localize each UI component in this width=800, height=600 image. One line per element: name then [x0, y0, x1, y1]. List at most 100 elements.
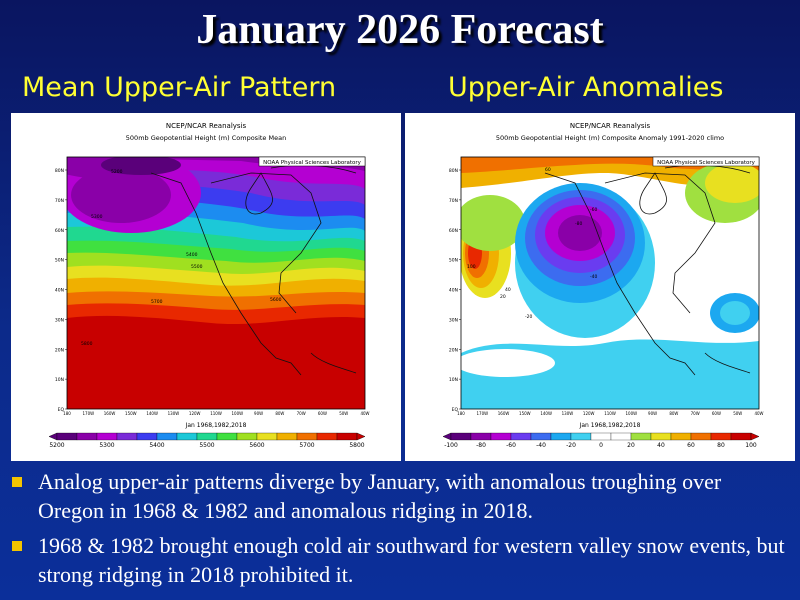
longitude-label: 160W: [498, 411, 510, 416]
map-source: NCEP/NCAR Reanalysis: [570, 122, 651, 130]
colorbar-swatch: [316, 432, 338, 441]
latitude-label: 60N: [55, 228, 64, 234]
colorbar-swatch: [550, 432, 572, 441]
longitude-label: 160W: [104, 411, 116, 416]
colorbar-swatch: [470, 432, 492, 441]
latitude-label: 50N: [55, 258, 64, 264]
colorbar-swatch: [176, 432, 198, 441]
colorbar-swatch: [650, 432, 672, 441]
longitude-label: 50W: [733, 411, 742, 416]
colorbar-label: 5200: [49, 442, 64, 449]
colorbar-swatch: [216, 432, 238, 441]
latitude-label: 80N: [55, 168, 64, 174]
colorbar-label: 5500: [199, 442, 214, 449]
bullet-text: Analog upper-air patterns diverge by Jan…: [38, 469, 722, 523]
longitude-label: 60W: [712, 411, 721, 416]
latitude-label: 50N: [449, 258, 458, 264]
longitude-label: 130W: [562, 411, 574, 416]
colorbar-swatch: [450, 432, 472, 441]
anomaly-height-field: [461, 157, 759, 409]
longitude-labels: 180 170W 160W 150W 140W 130W 120W 110W 100W 90W 80…: [63, 411, 369, 416]
bullet-list: Analog upper-air patterns diverge by Jan…: [12, 467, 792, 595]
longitude-label: 70W: [297, 411, 306, 416]
contour-label: 5400: [186, 252, 198, 258]
colorbar-swatch: [710, 432, 732, 441]
longitude-label: 120W: [189, 411, 201, 416]
map-description: 500mb Geopotential Height (m) Composite …: [126, 134, 286, 142]
mean-pattern-map: NCEP/NCAR Reanalysis 500mb Geopotential …: [11, 113, 401, 461]
colorbar-swatch: [236, 432, 258, 441]
mean-height-field: [67, 157, 365, 409]
latitude-label: 70N: [449, 198, 458, 204]
colorbar-label: 5400: [149, 442, 164, 449]
colorbar-label: -100: [444, 442, 458, 449]
longitude-label: 170W: [82, 411, 94, 416]
latitude-label: EQ: [58, 407, 65, 413]
mean-colorbar: [48, 432, 366, 441]
latitude-labels: 80N 70N 60N 50N 40N 30N 20N 10N EQ: [55, 168, 67, 413]
colorbar-right-arrow: [356, 432, 366, 441]
latitude-label: 40N: [449, 288, 458, 294]
contour-label: 20: [500, 294, 506, 300]
colorbar-swatch: [56, 432, 78, 441]
latitude-label: 80N: [449, 168, 458, 174]
contour-label: -20: [525, 314, 532, 320]
latitude-label: 20N: [449, 347, 458, 353]
bullet-item: 1968 & 1982 brought enough cold air sout…: [12, 531, 792, 589]
colorbar-swatch: [610, 432, 632, 441]
longitude-label: 50W: [339, 411, 348, 416]
lab-label: NOAA Physical Sciences Laboratory: [657, 160, 756, 166]
latitude-label: 10N: [55, 377, 64, 383]
longitude-label: 140W: [146, 411, 158, 416]
colorbar-swatch: [196, 432, 218, 441]
colorbar-label: 5700: [299, 442, 314, 449]
latitude-labels: 80N 70N 60N 50N 40N 30N 20N 10N EQ: [449, 168, 461, 413]
longitude-label: 180: [63, 411, 71, 416]
lab-label: NOAA Physical Sciences Laboratory: [263, 160, 362, 166]
colorbar-label: -80: [476, 442, 486, 449]
colorbar-swatch: [570, 432, 592, 441]
colorbar-label: -40: [536, 442, 546, 449]
anomaly-map: NCEP/NCAR Reanalysis 500mb Geopotential …: [405, 113, 795, 461]
contour-label: 5500: [191, 264, 203, 270]
colorbar-label: 5300: [99, 442, 114, 449]
longitude-label: 110W: [210, 411, 222, 416]
colorbar-label: 80: [717, 442, 725, 449]
colorbar-label: -60: [506, 442, 516, 449]
longitude-label: 100W: [231, 411, 243, 416]
right-heading: Upper-Air Anomalies: [448, 72, 724, 103]
latitude-label: 30N: [449, 317, 458, 323]
latitude-label: 20N: [55, 347, 64, 353]
colorbar-swatch: [256, 432, 278, 441]
anomaly-chart: NCEP/NCAR Reanalysis 500mb Geopotential …: [442, 122, 764, 449]
latitude-label: EQ: [452, 407, 459, 413]
colorbar-swatch: [156, 432, 178, 441]
longitude-label: 70W: [691, 411, 700, 416]
colorbar-swatch: [530, 432, 552, 441]
longitude-label: 60W: [318, 411, 327, 416]
longitude-label: 80W: [275, 411, 284, 416]
colorbar-swatch: [690, 432, 712, 441]
colorbar-label: 0: [599, 442, 603, 449]
colorbar-label: 40: [657, 442, 665, 449]
longitude-label: 90W: [254, 411, 263, 416]
map-source: NCEP/NCAR Reanalysis: [166, 122, 247, 130]
longitude-label: 130W: [168, 411, 180, 416]
contour-label: 5800: [81, 341, 93, 347]
mean-pattern-chart: NCEP/NCAR Reanalysis 500mb Geopotential …: [48, 122, 370, 449]
longitude-labels: 180 170W 160W 150W 140W 130W 120W 110W 100W 90W 80…: [457, 411, 763, 416]
longitude-label: 80W: [669, 411, 678, 416]
bullet-text: 1968 & 1982 brought enough cold air sout…: [38, 533, 785, 587]
colorbar-swatch: [630, 432, 652, 441]
colorbar-right-arrow: [750, 432, 760, 441]
colorbar-swatch: [590, 432, 612, 441]
latitude-label: 30N: [55, 317, 64, 323]
longitude-label: 40W: [360, 411, 369, 416]
longitude-label: 120W: [583, 411, 595, 416]
left-heading: Mean Upper-Air Pattern: [22, 72, 337, 103]
colorbar-label: -20: [566, 442, 576, 449]
latitude-label: 40N: [55, 288, 64, 294]
bullet-item: Analog upper-air patterns diverge by Jan…: [12, 467, 792, 525]
longitude-label: 150W: [125, 411, 137, 416]
mean-colorbar-labels: 5200 5300 5400 5500 5600 5700 5800: [49, 442, 364, 449]
